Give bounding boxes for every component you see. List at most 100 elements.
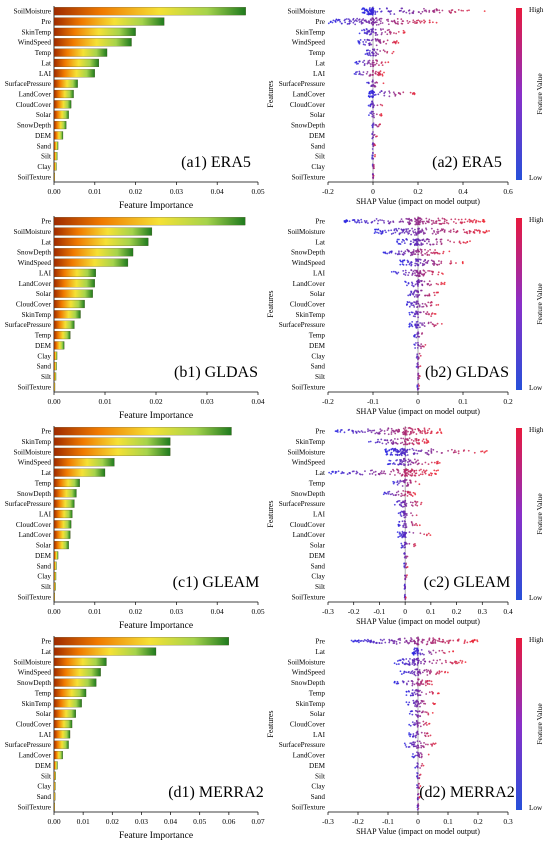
shap-point xyxy=(383,430,386,432)
shap-point xyxy=(403,534,406,536)
feature-label: Silt xyxy=(315,772,325,780)
shap-point xyxy=(408,12,411,15)
shap-point xyxy=(396,660,399,662)
shap-point xyxy=(371,10,374,13)
shap-point xyxy=(408,542,411,545)
shap-point xyxy=(411,661,414,664)
shap-point xyxy=(389,459,392,462)
shap-point xyxy=(354,220,356,223)
bar xyxy=(53,478,80,488)
shap-point xyxy=(435,220,438,223)
shap-point xyxy=(412,449,415,451)
shap-point xyxy=(401,441,404,444)
shap-point xyxy=(446,640,449,643)
shap-point xyxy=(390,431,393,434)
shap-point xyxy=(469,240,471,243)
shap-point xyxy=(422,745,425,748)
shap-point xyxy=(410,302,412,305)
shap-point xyxy=(432,260,434,263)
shap-point xyxy=(425,220,428,223)
category-label: LAI xyxy=(39,731,52,739)
shap-point xyxy=(427,453,430,456)
shap-point xyxy=(377,228,380,231)
shap-point xyxy=(411,689,414,691)
shap-point xyxy=(437,271,440,274)
shap-point xyxy=(464,639,466,642)
shap-point xyxy=(437,692,440,695)
feature-label: DEM xyxy=(309,552,326,560)
shap-point xyxy=(415,312,418,315)
shap-point xyxy=(436,8,438,11)
shap-point xyxy=(363,11,366,14)
shap-point xyxy=(368,44,371,47)
shap-point xyxy=(403,429,406,431)
shap-point xyxy=(372,176,374,178)
shap-point xyxy=(384,472,387,475)
shap-point xyxy=(404,449,407,452)
shap-point xyxy=(362,18,365,20)
shap-point xyxy=(415,514,418,517)
category-label: WindSpeed xyxy=(18,459,52,467)
shap-point xyxy=(367,42,370,45)
shap-point xyxy=(374,470,377,473)
shap-point xyxy=(416,219,419,222)
shap-point xyxy=(391,492,394,495)
bar xyxy=(53,172,55,181)
shap-point xyxy=(412,292,415,295)
shap-point xyxy=(404,574,406,577)
shap-point xyxy=(407,22,410,25)
shap-point xyxy=(387,433,390,436)
shap-point xyxy=(407,690,410,692)
shap-point xyxy=(414,703,417,706)
feature-label: SoilTexture xyxy=(292,803,325,811)
shap-point xyxy=(371,92,373,95)
shap-point xyxy=(419,430,422,433)
feature-label: Temp xyxy=(309,332,326,340)
shap-point xyxy=(426,670,428,673)
shap-point xyxy=(449,661,452,664)
bar xyxy=(53,520,72,529)
category-label: LAI xyxy=(39,511,52,519)
shap-point xyxy=(371,156,374,159)
shap-point xyxy=(453,451,456,454)
shap-point xyxy=(399,220,402,223)
shap-point xyxy=(407,473,410,476)
shap-point xyxy=(377,472,380,475)
shap-point xyxy=(404,499,407,502)
shap-point xyxy=(374,17,377,20)
shap-point xyxy=(416,722,418,725)
shap-point xyxy=(432,448,435,451)
shap-point xyxy=(473,229,476,231)
x-tick-label: 0.2 xyxy=(473,817,483,826)
colorbar-high-label: High xyxy=(529,426,544,434)
feature-label: Pre xyxy=(315,218,325,226)
shap-point xyxy=(405,745,408,748)
shap-point xyxy=(358,473,361,475)
shap-point xyxy=(410,263,413,266)
shap-point xyxy=(384,31,387,33)
shap-point xyxy=(417,746,420,749)
shap-point xyxy=(421,254,423,256)
shap-point xyxy=(401,485,404,487)
shap-point xyxy=(413,724,416,726)
shap-point xyxy=(422,273,425,276)
shap-point xyxy=(411,469,414,471)
shap-point xyxy=(371,13,373,16)
shap-point xyxy=(419,221,421,224)
shap-point xyxy=(403,532,406,534)
shap-point xyxy=(410,252,413,254)
shap-point xyxy=(375,23,378,26)
shap-point xyxy=(426,732,429,735)
shap-point xyxy=(434,651,437,654)
shap-point xyxy=(408,305,411,308)
shap-point xyxy=(381,230,384,232)
shap-point xyxy=(457,638,460,641)
shap-point xyxy=(368,8,371,11)
shap-point xyxy=(331,21,334,24)
shap-point xyxy=(419,694,422,697)
shap-point xyxy=(424,9,427,12)
shap-point xyxy=(340,429,342,432)
bar xyxy=(53,58,100,68)
x-tick-label: 0.05 xyxy=(251,187,264,196)
feature-label: Pre xyxy=(315,638,325,646)
